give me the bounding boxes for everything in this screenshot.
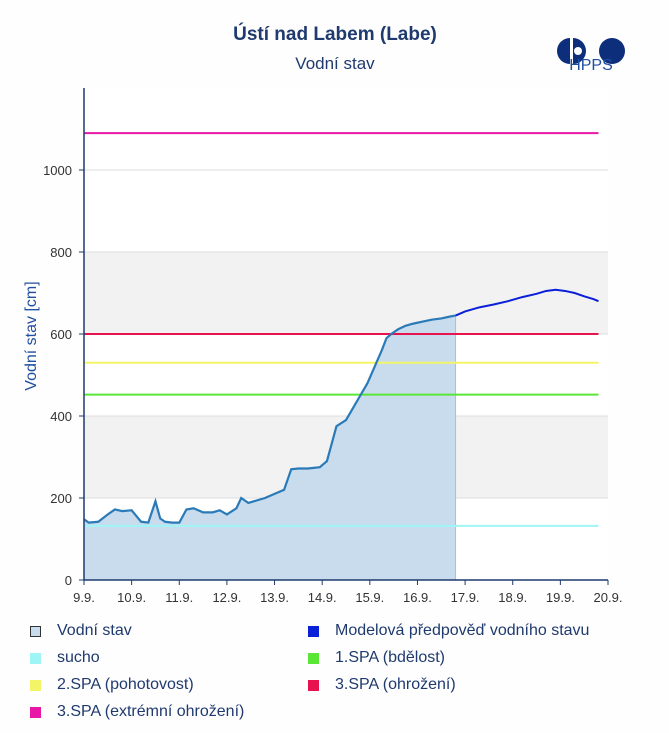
x-tick-label-2: 11.9. <box>165 590 193 605</box>
y-tick-label-5: 1000 <box>43 163 72 178</box>
x-tick-label-10: 19.9. <box>546 590 575 605</box>
legend-label: sucho <box>57 649 100 666</box>
legend-label: 1.SPA (bdělost) <box>335 649 445 666</box>
x-tick-label-8: 17.9. <box>451 590 480 605</box>
series-line-predpoved <box>455 288 599 317</box>
legend-swatch <box>308 625 319 637</box>
chart-title: Ústí nad Labem (Labe) <box>233 24 437 45</box>
logo-text: HPPS <box>569 57 613 74</box>
x-tick-label-7: 16.9. <box>403 590 432 605</box>
legend-swatch <box>30 706 41 718</box>
x-tick-label-5: 14.9. <box>308 590 337 605</box>
y-tick-label-4: 800 <box>50 245 72 260</box>
legend-swatch <box>30 652 41 664</box>
series-line-vodni-stav <box>83 314 456 524</box>
y-tick-label-2: 400 <box>50 409 72 424</box>
y-tick-label-0: 0 <box>65 573 72 588</box>
y-tick-label-3: 600 <box>50 327 72 342</box>
x-tick-label-0: 9.9. <box>73 590 95 605</box>
legend-item[interactable]: sucho <box>30 649 100 667</box>
series-area-vodni-stav <box>84 315 456 580</box>
legend-label: Modelová předpověď vodního stavu <box>335 622 590 639</box>
legend-item[interactable]: 3.SPA (extrémní ohrožení) <box>30 703 244 721</box>
water-level-chart: 0 200 400 600 800 1000 9.9. 10.9. 11.9. 12.9. 13.9… <box>23 88 623 605</box>
chart-subtitle: Vodní stav <box>295 54 375 73</box>
legend-item[interactable]: Vodní stav <box>30 622 132 640</box>
legend-label: 3.SPA (ohrožení) <box>335 676 456 693</box>
legend-swatch <box>30 679 41 691</box>
legend-item[interactable]: 3.SPA (ohrožení) <box>308 676 456 694</box>
x-tick-label-6: 15.9. <box>355 590 384 605</box>
x-tick-label-11: 20.9. <box>594 590 623 605</box>
x-tick-label-3: 12.9. <box>212 590 241 605</box>
legend-item[interactable]: 1.SPA (bdělost) <box>308 649 445 667</box>
grid-band-1 <box>84 252 608 334</box>
hpps-logo-icon <box>557 38 625 64</box>
x-tick-label-1: 10.9. <box>117 590 146 605</box>
y-tick-label-1: 200 <box>50 491 72 506</box>
legend-swatch <box>30 625 41 637</box>
y-axis-label: Vodní stav [cm] <box>23 281 40 390</box>
x-tick-label-4: 13.9. <box>260 590 289 605</box>
legend-label: 3.SPA (extrémní ohrožení) <box>57 703 245 720</box>
legend-label: Vodní stav <box>57 622 132 639</box>
legend-label: 2.SPA (pohotovost) <box>57 676 194 693</box>
legend-swatch <box>308 679 319 691</box>
legend-swatch <box>308 652 319 664</box>
legend-item[interactable]: Modelová předpověď vodního stavu <box>308 622 589 640</box>
x-tick-label-9: 18.9. <box>498 590 527 605</box>
legend-item[interactable]: 2.SPA (pohotovost) <box>30 676 194 694</box>
